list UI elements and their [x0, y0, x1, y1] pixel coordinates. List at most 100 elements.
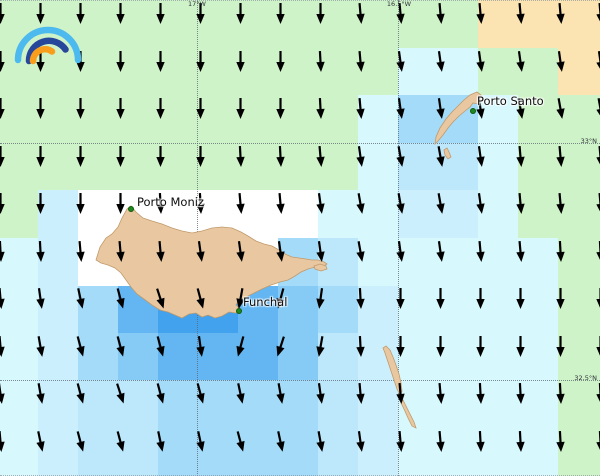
wind-arrow	[433, 50, 447, 73]
wind-arrow	[235, 3, 246, 25]
wind-arrow	[433, 145, 448, 169]
wind-cell	[78, 286, 118, 333]
wind-cell	[0, 286, 38, 333]
wind-cell	[38, 143, 78, 190]
wind-arrow	[553, 97, 568, 121]
wind-cell	[0, 238, 38, 286]
wind-arrow	[555, 336, 566, 358]
wind-cell	[318, 380, 358, 428]
wind-arrow	[274, 192, 287, 216]
latitude-label: 32.5°N	[574, 374, 597, 382]
wind-cell	[78, 143, 118, 190]
wind-cell	[478, 333, 518, 380]
wind-arrow	[0, 335, 6, 359]
wind-cell	[198, 380, 238, 428]
wind-cell	[318, 286, 358, 333]
wind-arrow	[435, 336, 446, 358]
wind-cell	[358, 286, 398, 333]
wind-arrow	[72, 287, 87, 311]
wind-cell	[358, 48, 398, 95]
wind-arrow	[353, 430, 367, 453]
wind-cell	[198, 0, 238, 48]
wind-arrow	[474, 240, 487, 264]
wind-cell	[558, 333, 600, 380]
wind-cell	[558, 95, 600, 143]
wind-arrow	[115, 98, 126, 120]
wind-cell	[358, 143, 398, 190]
wind-cell	[38, 380, 78, 428]
wind-arrow	[112, 430, 128, 454]
wind-cell	[158, 48, 198, 95]
wind-arrow	[513, 50, 527, 73]
wind-cell	[558, 190, 600, 238]
wind-arrow	[554, 430, 566, 454]
wind-arrow	[195, 3, 206, 25]
wind-arrow	[354, 50, 367, 74]
wind-arrow	[595, 336, 600, 358]
wind-arrow	[314, 50, 326, 74]
wind-cell	[198, 333, 238, 380]
wind-cell	[318, 95, 358, 143]
wind-arrow	[0, 51, 6, 73]
wind-arrow	[0, 3, 6, 25]
city-label: Porto Santo	[477, 94, 544, 108]
wind-arrow	[35, 51, 46, 73]
wind-cell	[318, 143, 358, 190]
wind-cell	[38, 333, 78, 380]
wind-arrow	[235, 98, 246, 120]
wind-arrow	[114, 240, 127, 264]
wind-cell	[238, 380, 278, 428]
wind-arrow	[314, 145, 327, 169]
wind-arrow	[314, 97, 326, 121]
logo-middle-arc	[25, 37, 69, 65]
longitude-label: 17°W	[188, 0, 206, 8]
wind-cell	[278, 143, 318, 190]
wind-arrow	[393, 240, 407, 263]
wind-cell	[78, 428, 118, 476]
wind-arrow	[473, 50, 487, 73]
wind-cell	[558, 238, 600, 286]
wind-arrow	[434, 2, 447, 26]
wind-arrow	[233, 287, 248, 311]
wind-arrow	[75, 193, 86, 215]
wind-arrow	[195, 98, 206, 120]
porto-santo-island	[434, 91, 483, 146]
wind-arrow	[273, 240, 287, 263]
rainbow-logo	[14, 26, 82, 65]
wind-arrow	[554, 2, 567, 26]
wind-arrow	[394, 2, 407, 26]
wind-arrow	[234, 192, 247, 216]
wind-cell	[558, 286, 600, 333]
wind-cell	[518, 333, 558, 380]
wind-arrow	[75, 3, 86, 25]
wind-arrow	[75, 146, 86, 168]
wind-arrow	[594, 430, 600, 454]
wind-cell	[318, 428, 358, 476]
wind-cell	[398, 48, 438, 95]
wind-arrow	[0, 193, 6, 215]
wind-cell	[358, 95, 398, 143]
wind-arrow	[0, 146, 6, 168]
wind-arrow	[154, 240, 167, 264]
wind-arrow	[315, 3, 326, 25]
wind-cell	[118, 48, 158, 95]
wind-cell	[438, 428, 478, 476]
wind-cell	[278, 0, 318, 48]
wind-arrow	[232, 430, 248, 454]
wind-cell	[38, 48, 78, 95]
wind-cell	[198, 48, 238, 95]
wind-cell	[198, 143, 238, 190]
wind-arrow	[433, 97, 447, 120]
wind-arrow	[354, 382, 367, 406]
wind-cell	[118, 143, 158, 190]
wind-cell	[318, 190, 358, 238]
wind-arrow	[233, 240, 247, 263]
wind-arrow	[353, 240, 368, 264]
wind-cell	[238, 143, 278, 190]
wind-arrow	[151, 287, 168, 311]
wind-arrow	[72, 335, 88, 359]
wind-cell	[518, 48, 558, 95]
wind-cell	[398, 95, 438, 143]
wind-arrow	[35, 98, 46, 120]
wind-cell	[438, 48, 478, 95]
